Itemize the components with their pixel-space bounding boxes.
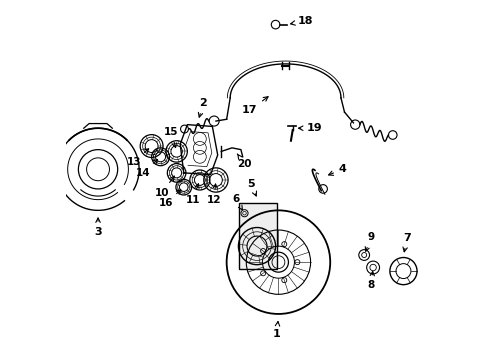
Bar <box>239 203 276 269</box>
Text: 11: 11 <box>185 184 200 204</box>
Text: 8: 8 <box>367 271 374 291</box>
Text: 2: 2 <box>198 98 207 117</box>
Text: 19: 19 <box>298 123 321 133</box>
Text: 17: 17 <box>242 97 267 115</box>
Text: 12: 12 <box>206 184 221 204</box>
Text: 6: 6 <box>231 194 242 210</box>
Text: 13: 13 <box>126 149 148 167</box>
Text: 9: 9 <box>365 232 374 251</box>
Text: 10: 10 <box>155 176 174 198</box>
Text: 18: 18 <box>290 16 312 26</box>
Text: 20: 20 <box>237 154 251 169</box>
Text: 4: 4 <box>328 164 346 175</box>
Text: 14: 14 <box>135 159 157 178</box>
Text: 7: 7 <box>402 233 410 252</box>
Text: 3: 3 <box>94 218 102 237</box>
Text: 1: 1 <box>272 321 280 339</box>
Text: 15: 15 <box>163 127 178 148</box>
Text: 5: 5 <box>246 179 256 196</box>
Text: 16: 16 <box>158 190 181 208</box>
